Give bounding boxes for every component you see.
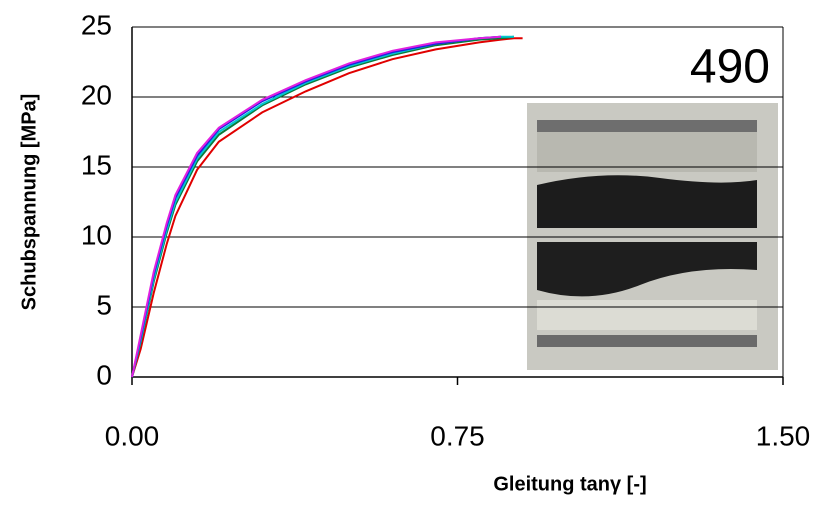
y-tick-label: 20 bbox=[81, 79, 112, 110]
x-axis-title: Gleitung tanγ [-] bbox=[493, 473, 646, 495]
y-axis-title: Schubspannung [MPa] bbox=[18, 94, 40, 311]
line bbox=[131, 35, 515, 378]
y-tick-label: 15 bbox=[81, 149, 112, 180]
y-tick-label: 10 bbox=[81, 219, 112, 250]
y-tick-label: 25 bbox=[81, 9, 112, 40]
line bbox=[131, 37, 523, 378]
y-tick-label: 0 bbox=[96, 359, 112, 390]
x-tick-label: 0.75 bbox=[430, 420, 485, 451]
line bbox=[131, 35, 514, 378]
x-tick-label: 0.00 bbox=[105, 420, 160, 451]
y-tick-label: 5 bbox=[96, 289, 112, 320]
x-tick-label: 1.50 bbox=[756, 420, 811, 451]
line bbox=[131, 35, 501, 378]
annotation: 490 bbox=[690, 41, 770, 94]
